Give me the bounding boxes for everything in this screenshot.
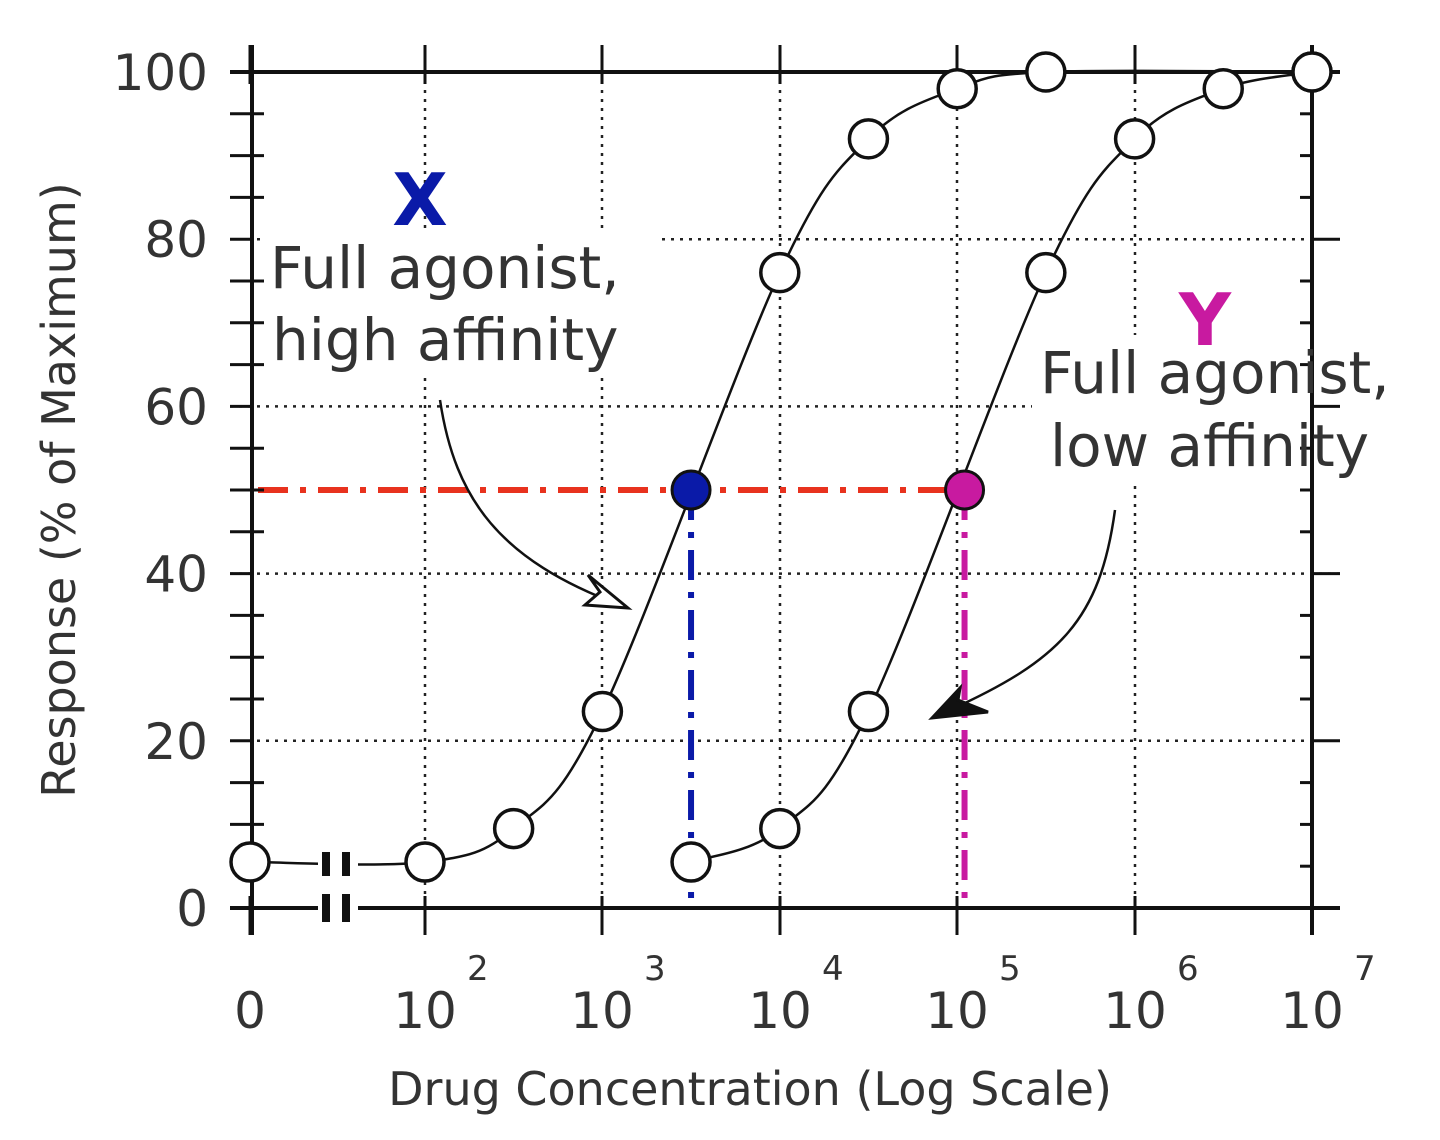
y-tick-label-80: 80 (144, 211, 208, 269)
x-tick-exponent-1: 2 (467, 949, 489, 989)
series-x-point-6 (936, 67, 978, 110)
series-y-point-4 (1113, 118, 1156, 160)
data-points (229, 51, 1333, 883)
arrow-y-head (928, 683, 989, 720)
y-tick-label-40: 40 (144, 546, 208, 604)
series-x-point-0 (229, 841, 271, 883)
y-tick-label-60: 60 (144, 378, 208, 436)
y-axis-title: Response (% of Maximum) (32, 182, 86, 797)
series-y-label-line-2: low affinity (1050, 412, 1369, 480)
x-tick-exponent-5: 6 (1177, 949, 1199, 989)
x-tick-exponent-2: 3 (644, 949, 666, 989)
series-x-point-1 (404, 841, 446, 883)
x-tick-exponent-3: 4 (822, 949, 844, 989)
label-bg-x (262, 228, 658, 378)
x-axis-title: Drug Concentration (Log Scale) (388, 1062, 1112, 1116)
series-x-letter: X (392, 158, 448, 242)
arrow-y-shaft (949, 509, 1117, 712)
series-x-point-5 (847, 118, 890, 160)
series-x-label-line-2: high affinity (272, 306, 618, 374)
series-x-point-7 (1025, 51, 1067, 93)
x-tick-exponent-6: 7 (1354, 949, 1376, 989)
y-tick-label-100: 100 (113, 44, 208, 102)
x-tick-label-4: 10 (925, 982, 989, 1040)
label-bg-y (1032, 335, 1432, 485)
y-tick-label-20: 20 (144, 713, 208, 771)
series-y-point-3 (1025, 251, 1067, 294)
arrow-x-head (581, 573, 633, 610)
arrow-x-shaft (438, 399, 621, 607)
series-y-point-1 (759, 807, 801, 850)
labels: Drug Concentration (Log Scale) Response … (32, 44, 1390, 1116)
x-tick-exponent-4: 5 (999, 949, 1021, 989)
x-tick-label-5: 10 (1103, 982, 1167, 1040)
series-y-point-6 (1291, 51, 1333, 93)
x-tick-label-2: 10 (570, 982, 634, 1040)
series-x-ec50-point (670, 469, 712, 511)
series-y-label-line-1: Full agonist, (1040, 339, 1390, 407)
series-x-point-4 (759, 251, 801, 294)
series-y-ec50-point (944, 469, 986, 511)
series-y-point-5 (1202, 67, 1244, 110)
x-tick-label-6: 10 (1280, 982, 1344, 1040)
y-tick-label-0: 0 (176, 880, 208, 938)
ec50-reference-lines (258, 487, 968, 908)
series-y-letter: Y (1178, 278, 1232, 362)
x-tick-label-1: 10 (393, 982, 457, 1040)
axes (230, 45, 1340, 935)
series-y-point-0 (670, 841, 712, 883)
series-y-point-2 (847, 690, 890, 733)
series-x-label-line-1: Full agonist, (270, 234, 620, 302)
x-tick-label-0: 0 (234, 982, 266, 1040)
gridlines (230, 72, 1432, 908)
x-tick-label-3: 10 (748, 982, 812, 1040)
series-x-point-3 (581, 690, 624, 733)
series-x-point-2 (492, 807, 535, 850)
annotations (438, 399, 1117, 720)
